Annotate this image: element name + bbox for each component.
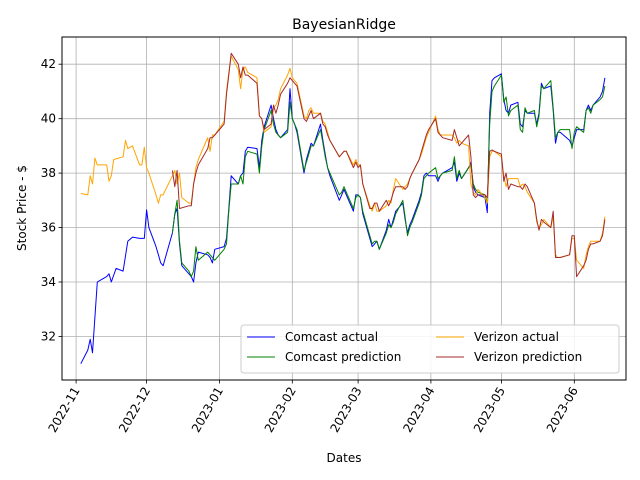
y-tick-label: 36 — [41, 221, 56, 235]
legend-label-comcast-prediction: Comcast prediction — [285, 350, 401, 364]
y-tick-label: 38 — [41, 166, 56, 180]
y-tick-label: 42 — [41, 57, 56, 71]
x-axis-label: Dates — [327, 451, 362, 465]
y-tick-label: 40 — [41, 112, 56, 126]
plot-frame — [61, 36, 627, 381]
y-tick-label: 32 — [41, 329, 56, 343]
comcast-prediction-line — [171, 74, 606, 278]
y-axis: 32 34 36 38 40 42 — [41, 57, 62, 343]
series-lines — [80, 52, 606, 364]
verizon-actual-line — [80, 55, 606, 269]
legend-label-comcast-actual: Comcast actual — [285, 330, 378, 344]
chart-title: BayesianRidge — [292, 17, 396, 33]
legend-label-verizon-actual: Verizon actual — [474, 330, 559, 344]
grid-lines — [62, 37, 626, 380]
verizon-prediction-line — [171, 52, 606, 278]
legend-label-verizon-prediction: Verizon prediction — [474, 350, 582, 364]
y-axis-label: Stock Price - $ — [15, 165, 29, 251]
legend: Comcast actual Comcast prediction Verizon … — [240, 324, 620, 374]
plot-area — [62, 37, 626, 380]
legend-box — [240, 324, 620, 374]
y-tick-label: 34 — [41, 275, 56, 289]
